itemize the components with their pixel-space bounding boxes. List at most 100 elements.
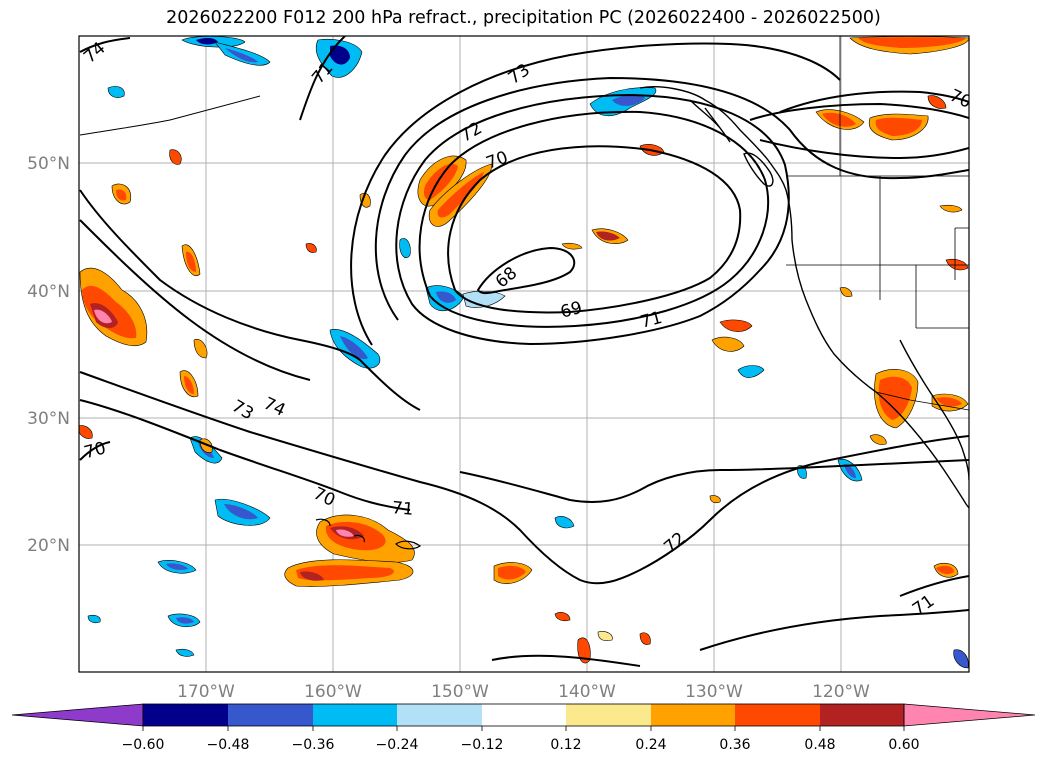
colorbar-outline (142, 703, 905, 727)
lat-label-40n: 40°N (27, 282, 70, 302)
colorbar-extend-left (11, 703, 144, 727)
colorbar-tick-label: 0.12 (550, 737, 581, 753)
contour-70-ne (779, 90, 969, 113)
positive-precip-patch (878, 376, 912, 420)
negative-precip-patch (436, 291, 456, 303)
negative-precip-patch (87, 614, 101, 624)
positive-precip-patch (597, 631, 613, 642)
positive-precip-patch (554, 612, 571, 622)
positive-precip-patch (561, 242, 583, 250)
contour-70-south (79, 399, 411, 511)
positive-precip-patch (193, 339, 208, 359)
coastline-baja-east (899, 339, 969, 481)
colorbar-ticks (142, 726, 905, 731)
positive-precip-patch (116, 189, 127, 201)
negative-precip-patch (554, 516, 575, 529)
contour-69 (447, 145, 742, 314)
positive-precip-patch (945, 258, 969, 271)
contour-70-west (79, 441, 111, 461)
contour-72 (374, 76, 969, 321)
contour-73 (350, 42, 841, 346)
colorbar-segment (313, 704, 397, 726)
coastline-aleutian-north (79, 95, 261, 136)
positive-precip-patch (639, 632, 651, 645)
precipitation-shading (79, 36, 969, 669)
contour-71 (395, 93, 790, 346)
colorbar-extend-right (903, 703, 1036, 727)
colorbar-tick-label: −0.60 (122, 737, 165, 753)
positive-precip-patch (94, 309, 112, 324)
lon-label-160w: 160°W (304, 682, 362, 702)
colorbar-tick-labels: −0.60 −0.48 −0.36 −0.24 −0.12 0.12 0.24 … (122, 737, 920, 753)
positive-precip-patch (927, 95, 947, 109)
positive-precip-patch (305, 243, 317, 253)
colorbar-tick-label: −0.48 (207, 737, 250, 753)
coastline-alaska-panhandle (689, 99, 731, 143)
colorbar-tick-label: −0.12 (461, 737, 504, 753)
colorbar: −0.60 −0.48 −0.36 −0.24 −0.12 0.12 0.24 … (11, 703, 1036, 753)
negative-precip-patch (175, 648, 195, 657)
lat-label-50n: 50°N (27, 154, 70, 174)
positive-precip-patch (596, 231, 620, 241)
colorbar-segment (397, 704, 482, 726)
colorbar-tick-label: 0.24 (635, 737, 666, 753)
positive-precip-patch (184, 376, 194, 394)
border-us-mexico (875, 391, 969, 411)
longitude-labels: 170°W 160°W 150°W 140°W 130°W 120°W (177, 682, 870, 702)
colorbar-tick-label: −0.36 (292, 737, 335, 753)
negative-precip-patch (166, 563, 188, 570)
positive-precip-patch (936, 397, 962, 407)
negative-precip-patch (953, 649, 969, 669)
contour-73b (79, 219, 311, 381)
colorbar-tick-label: −0.24 (376, 737, 419, 753)
coastline-hawaii (315, 518, 422, 550)
contour-72-south (459, 459, 969, 503)
coastline-north-america (639, 86, 969, 509)
negative-precip-patch (399, 238, 411, 259)
coastline-vancouver-island (743, 152, 774, 187)
positive-precip-patch (498, 565, 526, 580)
colorbar-tick-label: 0.60 (888, 737, 919, 753)
contour-bottom (491, 609, 969, 667)
negative-precip-patch (330, 45, 350, 65)
negative-precip-patch (225, 48, 258, 63)
coastlines (79, 86, 969, 550)
colorbar-segment (143, 704, 228, 726)
negative-precip-patch (612, 94, 645, 106)
positive-precip-patch (822, 112, 856, 127)
contour-70 (418, 110, 770, 328)
border-bc-boxes (954, 227, 969, 280)
negative-precip-patch (196, 37, 218, 45)
contour-68 (476, 246, 576, 295)
contour-74b (79, 189, 421, 411)
negative-precip-patch (844, 464, 856, 478)
positive-precip-patch (336, 529, 354, 537)
negative-precip-patch (107, 86, 125, 98)
negative-precip-patch (176, 617, 194, 624)
plot-frame (78, 35, 970, 673)
positive-precip-patch (437, 172, 484, 218)
positive-precip-patch (709, 495, 721, 504)
contour-label: 71 (391, 498, 414, 520)
colorbar-segment (820, 704, 904, 726)
positive-precip-patch (711, 336, 745, 352)
lon-label-170w: 170°W (177, 682, 235, 702)
colorbar-segment (482, 704, 566, 726)
positive-precip-patch (939, 204, 963, 213)
positive-precip-patch (300, 571, 324, 581)
colorbar-segment (651, 704, 735, 726)
contour-74 (79, 36, 346, 121)
map-title: 2026022200 F012 200 hPa refract., precip… (166, 8, 881, 28)
contour-71-se (899, 575, 969, 597)
lon-label-130w: 130°W (685, 682, 743, 702)
lon-label-120w: 120°W (812, 682, 870, 702)
positive-precip-patch (719, 319, 753, 332)
positive-precip-patch (858, 37, 966, 48)
lat-label-30n: 30°N (27, 409, 70, 429)
latitude-labels: 20°N 30°N 40°N 50°N (27, 154, 70, 556)
positive-precip-patch (875, 117, 922, 136)
colorbar-tick-label: 0.48 (804, 737, 835, 753)
contour-label: 70 (946, 86, 974, 113)
negative-precip-patch (224, 504, 258, 520)
